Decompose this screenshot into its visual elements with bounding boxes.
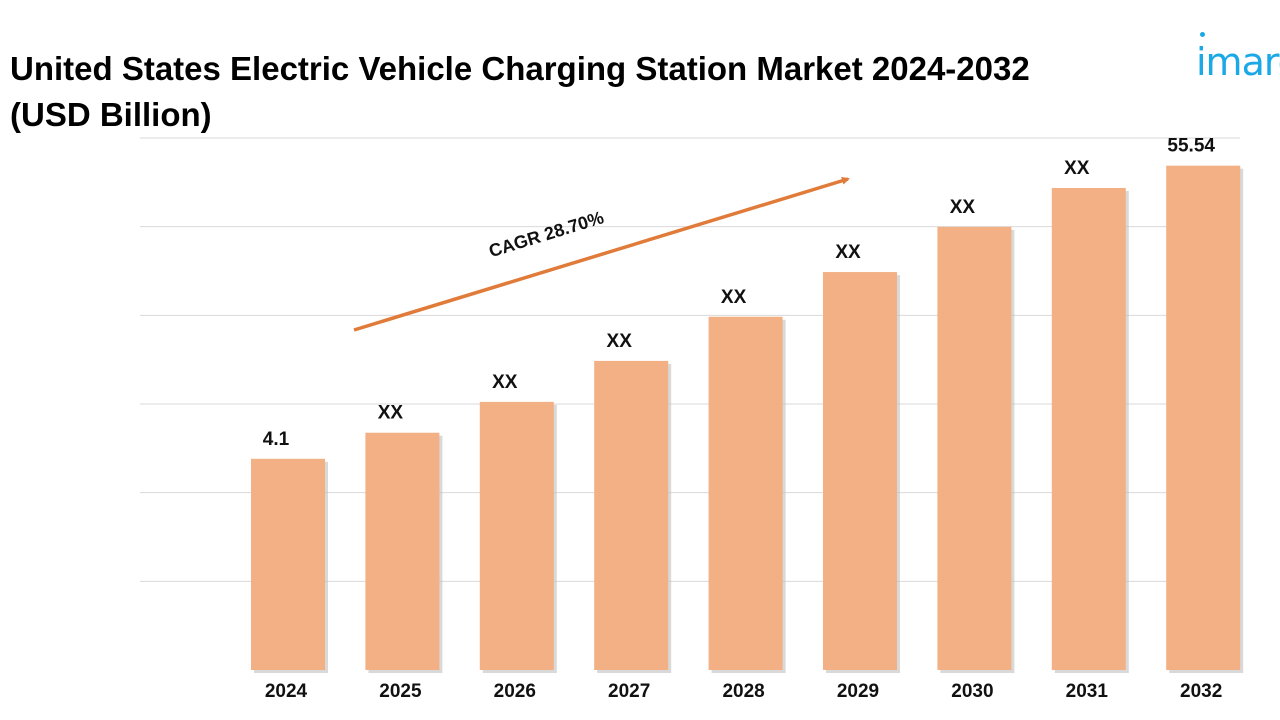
- bar-2025: [365, 432, 440, 670]
- bar-2024: [251, 458, 325, 670]
- x-tick-label: 2032: [1180, 681, 1222, 702]
- cagr-arrow: [353, 176, 850, 332]
- x-tick-label: 2024: [265, 681, 308, 702]
- bar-2027: [594, 360, 669, 670]
- logo-text: imarc: [1196, 40, 1280, 84]
- x-tick-label: 2029: [837, 681, 879, 702]
- x-tick-label: 2030: [951, 681, 993, 702]
- x-tick-label: 2031: [1066, 681, 1109, 702]
- bar-value-label: XX: [835, 242, 861, 263]
- bar-value-label: XX: [378, 403, 404, 424]
- imarc-logo: imarc: [1196, 30, 1280, 90]
- logo-dot-icon: [1200, 32, 1205, 37]
- bar-value-label: XX: [607, 331, 633, 352]
- bar-value-label: 4.1: [263, 429, 290, 450]
- bar-2032: [1166, 165, 1241, 670]
- x-tick-label: 2027: [608, 681, 650, 702]
- bar-2031: [1051, 188, 1126, 670]
- title-line-1: United States Electric Vehicle Charging …: [10, 50, 1030, 87]
- bar-2029: [823, 272, 897, 670]
- bar-value-label: XX: [1064, 158, 1090, 179]
- bar-value-label: XX: [950, 197, 976, 218]
- x-tick-label: 2026: [494, 681, 536, 702]
- bar-2026: [479, 401, 554, 670]
- bar-value-label: XX: [721, 287, 747, 308]
- bar-value-label: XX: [492, 372, 518, 393]
- x-tick-label: 2028: [722, 681, 764, 702]
- bar-2028: [708, 316, 783, 670]
- chart-title: United States Electric Vehicle Charging …: [10, 46, 1190, 138]
- x-tick-label: 2025: [379, 681, 422, 702]
- bar-2030: [937, 226, 1012, 670]
- cagr-label: CAGR 28.70%: [486, 207, 606, 261]
- title-line-2: (USD Billion): [10, 96, 212, 133]
- bar-value-label: 55.54: [1167, 136, 1215, 157]
